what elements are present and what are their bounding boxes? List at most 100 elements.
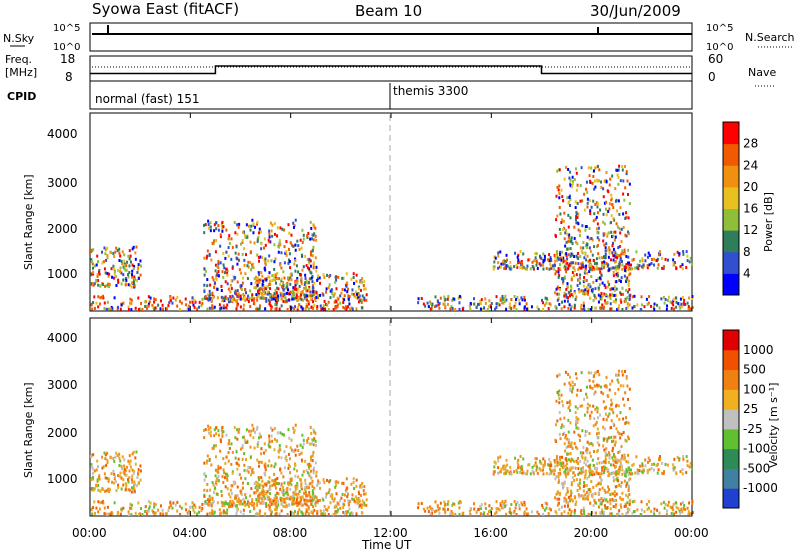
velocity-echo-cell: [119, 512, 122, 516]
velocity-echo-cell: [137, 468, 140, 472]
power-echo-cell: [565, 287, 568, 291]
velocity-echo-cell: [556, 497, 559, 501]
velocity-echo-cell: [240, 493, 243, 497]
power-echo-cell: [275, 301, 278, 305]
power-echo-cell: [294, 284, 297, 288]
power-echo-cell: [644, 253, 647, 257]
power-echo-cell: [567, 266, 570, 270]
power-echo-cell: [558, 288, 561, 292]
velocity-echo-cell: [541, 468, 544, 472]
velocity-echo-cell: [498, 508, 501, 512]
velocity-echo-cell: [257, 484, 260, 488]
power-echo-cell: [559, 212, 562, 216]
power-echo-cell: [540, 257, 543, 261]
velocity-echo-cell: [214, 486, 217, 490]
velocity-echo-cell: [285, 455, 288, 459]
velocity-echo-cell: [534, 461, 537, 465]
power-echo-cell: [300, 277, 303, 281]
velocity-echo-cell: [276, 502, 279, 506]
velocity-echo-cell: [518, 507, 521, 511]
velocity-echo-cell: [559, 417, 562, 421]
velocity-echo-cell: [608, 412, 611, 416]
velocity-echo-cell: [624, 473, 627, 477]
velocity-echo-cell: [224, 500, 227, 504]
velocity-echo-cell: [574, 372, 577, 376]
power-echo-cell: [558, 274, 561, 278]
power-echo-cell: [665, 307, 668, 311]
velocity-echo-cell: [300, 502, 303, 506]
power-echo-cell: [591, 181, 594, 185]
power-echo-cell: [114, 250, 117, 254]
velocity-echo-cell: [675, 510, 678, 514]
power-echo-cell: [595, 261, 598, 265]
velocity-echo-cell: [506, 469, 509, 473]
velocity-echo-cell: [310, 481, 313, 485]
velocity-echo-cell: [644, 464, 647, 468]
velocity-echo-cell: [596, 436, 599, 440]
power-ytick-2000: 2000: [47, 222, 78, 236]
power-echo-cell: [568, 233, 571, 237]
power-echo-cell: [277, 277, 280, 281]
velocity-echo-cell: [307, 465, 310, 469]
power-echo-cell: [329, 296, 332, 300]
power-echo-cell: [222, 225, 225, 229]
velocity-echo-cell: [157, 508, 160, 512]
power-echo-cell: [301, 268, 304, 272]
power-echo-cell: [559, 232, 562, 236]
velocity-echo-cell: [629, 477, 632, 481]
power-echo-cell: [613, 254, 616, 258]
velocity-echo-cell: [621, 491, 624, 495]
power-echo-cell: [624, 233, 627, 237]
power-echo-cell: [269, 304, 272, 308]
velocity-echo-cell: [604, 458, 607, 462]
power-echo-cell: [586, 201, 589, 205]
power-echo-cell: [300, 305, 303, 309]
power-echo-cell: [559, 266, 562, 270]
velocity-echo-cell: [159, 504, 162, 508]
power-echo-cell: [306, 266, 309, 270]
power-echo-cell: [596, 164, 599, 168]
velocity-echo-cell: [116, 510, 119, 514]
power-echo-cell: [625, 279, 628, 283]
velocity-echo-cell: [626, 495, 629, 499]
velocity-echo-cell: [154, 503, 157, 507]
velocity-echo-cell: [112, 481, 115, 485]
velocity-echo-cell: [560, 463, 563, 467]
velocity-echo-cell: [297, 501, 300, 505]
power-echo-cell: [305, 289, 308, 293]
power-echo-cell: [617, 267, 620, 271]
velocity-echo-cell: [551, 469, 554, 473]
power-echo-cell: [573, 236, 576, 240]
power-echo-cell: [99, 284, 102, 288]
velocity-echo-cell: [567, 418, 570, 422]
velocity-echo-cell: [435, 509, 438, 513]
power-echo-cell: [585, 278, 588, 282]
velocity-echo-cell: [307, 499, 310, 503]
power-echo-cell: [214, 250, 217, 254]
velocity-echo-cell: [618, 369, 621, 373]
power-echo-cell: [219, 244, 222, 248]
velocity-echo-cell: [243, 468, 246, 472]
velocity-echo-cell: [153, 512, 156, 516]
velocity-echo-cell: [221, 425, 224, 429]
power-echo-cell: [271, 234, 274, 238]
power-echo-cell: [586, 205, 589, 209]
power-echo-cell: [687, 305, 690, 309]
velocity-echo-cell: [653, 462, 656, 466]
power-echo-cell: [690, 307, 693, 311]
power-echo-cell: [436, 300, 439, 304]
velocity-echo-cell: [274, 508, 277, 512]
velocity-echo-cell: [277, 499, 280, 503]
power-echo-cell: [554, 291, 557, 295]
velocity-echo-cell: [249, 494, 252, 498]
velocity-echo-cell: [260, 476, 263, 480]
velocity-echo-cell: [633, 499, 636, 503]
velocity-echo-cell: [672, 463, 675, 467]
power-echo-cell: [273, 222, 276, 226]
power-echo-cell: [127, 254, 130, 258]
velocity-echo-cell: [599, 499, 602, 503]
power-echo-cell: [565, 293, 568, 297]
power-echo-cell: [619, 231, 622, 235]
power-echo-cell: [353, 281, 356, 285]
power-echo-cell: [194, 300, 197, 304]
